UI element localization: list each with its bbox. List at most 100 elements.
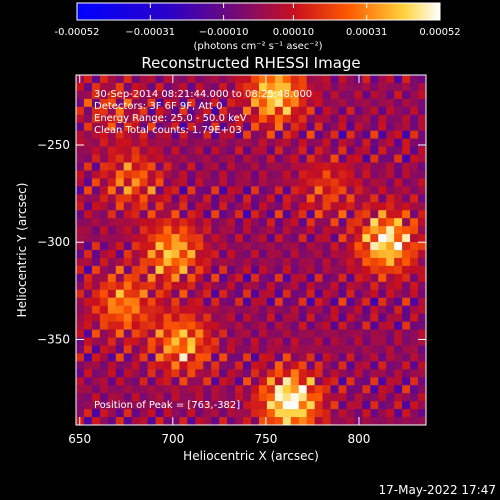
heatmap-cell	[235, 194, 244, 203]
heatmap-cell	[123, 297, 132, 306]
heatmap-cell	[147, 146, 156, 155]
heatmap-cell	[227, 162, 236, 171]
heatmap-cell	[354, 273, 363, 283]
heatmap-cell	[298, 369, 307, 378]
heatmap-cell	[107, 289, 117, 299]
heatmap-cell	[418, 401, 427, 410]
heatmap-cell	[76, 313, 85, 322]
heatmap-cell	[123, 122, 132, 131]
heatmap-cell	[131, 257, 140, 267]
heatmap-cell	[171, 82, 180, 92]
heatmap-cell	[115, 98, 125, 108]
heatmap-cell	[91, 321, 101, 330]
heatmap-cell	[179, 345, 188, 354]
heatmap-cell	[195, 417, 204, 426]
heatmap-cell	[83, 353, 93, 362]
heatmap-cell	[179, 265, 188, 275]
heatmap-cell	[266, 218, 276, 227]
heatmap-cell	[330, 218, 339, 227]
heatmap-cell	[163, 114, 172, 124]
heatmap-cell	[76, 321, 85, 330]
heatmap-cell	[330, 273, 339, 283]
heatmap-cell	[402, 242, 411, 251]
heatmap-cell	[203, 202, 212, 211]
heatmap-cell	[107, 393, 117, 402]
heatmap-cell	[91, 234, 101, 243]
heatmap-cell	[354, 234, 363, 243]
heatmap-cell	[99, 250, 109, 259]
heatmap-cell	[211, 273, 220, 283]
heatmap-cell	[354, 210, 363, 219]
heatmap-cell	[378, 114, 387, 124]
heatmap-cell	[179, 146, 188, 155]
heatmap-cell	[107, 154, 117, 163]
heatmap-cell	[386, 329, 395, 338]
heatmap-cell	[258, 130, 268, 139]
heatmap-cell	[219, 313, 228, 322]
heatmap-cell	[251, 289, 260, 299]
heatmap-cell	[266, 202, 276, 211]
heatmap-cell	[402, 409, 411, 418]
heatmap-cell	[227, 361, 236, 370]
heatmap-cell	[155, 250, 164, 259]
heatmap-cell	[107, 329, 117, 338]
heatmap-cell	[402, 297, 411, 306]
heatmap-cell	[179, 305, 188, 314]
heatmap-cell	[306, 401, 315, 410]
heatmap-cell	[155, 138, 164, 147]
heatmap-cell	[115, 218, 125, 227]
heatmap-cell	[370, 170, 379, 179]
heatmap-cell	[338, 345, 347, 354]
heatmap-cell	[123, 265, 132, 275]
heatmap-cell	[211, 82, 220, 92]
heatmap-cell	[370, 377, 379, 386]
heatmap-cell	[322, 273, 331, 283]
heatmap-cell	[274, 273, 284, 283]
heatmap-cell	[115, 146, 125, 155]
heatmap-cell	[314, 417, 323, 426]
heatmap-cell	[314, 218, 323, 227]
heatmap-cell	[179, 234, 188, 243]
heatmap-cell	[394, 194, 403, 203]
heatmap-cell	[346, 75, 355, 84]
heatmap-cell	[282, 265, 292, 275]
heatmap-cell	[91, 361, 101, 370]
heatmap-cell	[338, 130, 347, 139]
heatmap-cell	[394, 337, 403, 346]
heatmap-cell	[139, 234, 148, 243]
heatmap-cell	[171, 154, 180, 163]
heatmap-cell	[219, 297, 228, 306]
heatmap-cell	[346, 218, 355, 227]
heatmap-cell	[354, 345, 363, 354]
heatmap-cell	[235, 369, 244, 378]
heatmap-cell	[139, 162, 148, 171]
heatmap-cell	[282, 218, 292, 227]
heatmap-cell	[338, 75, 347, 84]
heatmap-cell	[410, 281, 419, 291]
heatmap-cell	[314, 82, 323, 92]
heatmap-cell	[187, 82, 196, 92]
heatmap-cell	[187, 130, 196, 139]
heatmap-cell	[99, 377, 109, 386]
heatmap-cell	[314, 138, 323, 147]
heatmap-cell	[322, 146, 331, 155]
heatmap-cell	[314, 257, 323, 267]
heatmap-cell	[322, 393, 331, 402]
heatmap-cell	[322, 106, 331, 116]
heatmap-cell	[354, 257, 363, 267]
heatmap-cell	[219, 178, 228, 187]
heatmap-cell	[147, 345, 156, 354]
heatmap-cell	[195, 257, 204, 267]
heatmap-cell	[219, 154, 228, 163]
heatmap-cell	[171, 257, 180, 267]
heatmap-cell	[322, 385, 331, 394]
heatmap-cell	[330, 281, 339, 291]
heatmap-cell	[163, 162, 172, 171]
heatmap-cell	[227, 257, 236, 267]
heatmap-cell	[235, 273, 244, 283]
heatmap-cell	[139, 409, 148, 418]
heatmap-cell	[266, 186, 276, 195]
heatmap-cell	[298, 75, 307, 84]
heatmap-cell	[171, 329, 180, 338]
heatmap-cell	[203, 82, 212, 92]
